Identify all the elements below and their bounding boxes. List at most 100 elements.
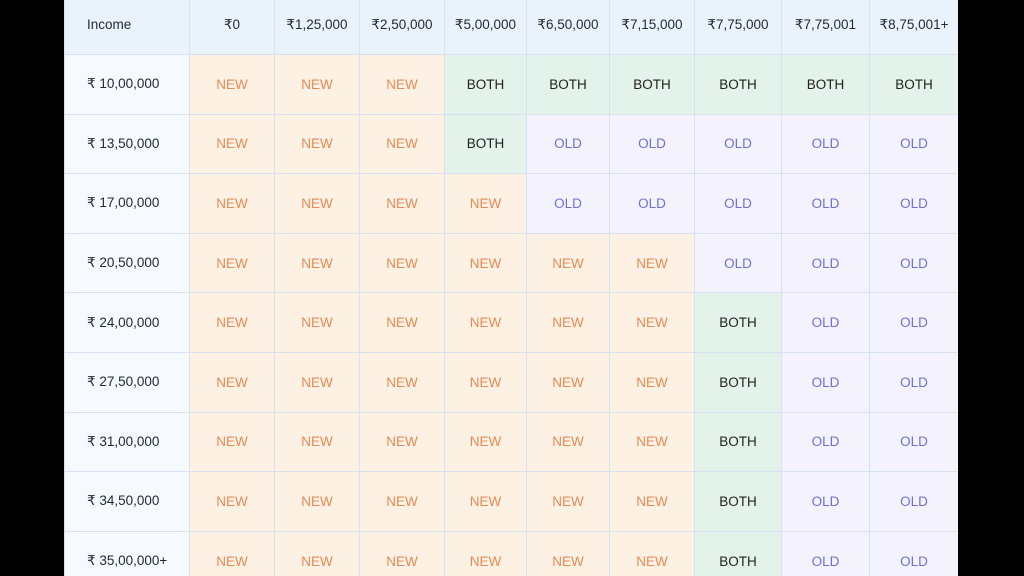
income-label: ₹ 24,00,000 (64, 292, 190, 353)
regime-cell-both: BOTH (694, 351, 782, 413)
regime-cell-new: NEW (274, 351, 360, 413)
regime-cell-new: NEW (526, 530, 610, 576)
table-row: ₹ 35,00,000+ NEW NEW NEW NEW NEW NEW BOTH OLD OLD (64, 530, 958, 576)
regime-cell-new: NEW (359, 173, 445, 234)
regime-cell-both: BOTH (869, 54, 958, 115)
regime-cell-new: NEW (274, 54, 360, 115)
regime-cell-both: BOTH (694, 471, 782, 532)
table-row: ₹ 34,50,000 NEW NEW NEW NEW NEW NEW BOTH OLD OLD (64, 471, 958, 532)
regime-cell-new: NEW (274, 113, 360, 175)
column-header: ₹8,75,001+ (869, 0, 958, 55)
table-row: ₹ 27,50,000 NEW NEW NEW NEW NEW NEW BOTH OLD OLD (64, 351, 958, 413)
regime-cell-old: OLD (526, 173, 610, 234)
regime-cell-old: OLD (781, 113, 870, 175)
regime-cell-new: NEW (526, 471, 610, 532)
regime-cell-new: NEW (609, 232, 695, 294)
regime-cell-old: OLD (694, 173, 782, 234)
regime-cell-old: OLD (869, 530, 958, 576)
table-row: ₹ 10,00,000 NEW NEW NEW BOTH BOTH BOTH BOTH BOTH… (64, 54, 958, 115)
regime-cell-new: NEW (359, 351, 445, 413)
regime-cell-old: OLD (869, 292, 958, 353)
regime-cell-both: BOTH (609, 54, 695, 115)
regime-comparison-panel: Income ₹0 ₹1,25,000 ₹2,50,000 ₹5,00,000 … (64, 0, 958, 576)
regime-cell-new: NEW (526, 351, 610, 413)
regime-cell-new: NEW (444, 173, 527, 234)
table-row: ₹ 31,00,000 NEW NEW NEW NEW NEW NEW BOTH OLD OLD (64, 411, 958, 473)
regime-cell-new: NEW (189, 351, 275, 413)
regime-cell-new: NEW (359, 411, 445, 473)
regime-cell-new: NEW (444, 471, 527, 532)
regime-cell-new: NEW (189, 113, 275, 175)
regime-cell-both: BOTH (694, 292, 782, 353)
regime-cell-new: NEW (609, 292, 695, 353)
regime-cell-new: NEW (444, 232, 527, 294)
header-income: Income (64, 0, 190, 55)
regime-cell-new: NEW (274, 173, 360, 234)
regime-cell-new: NEW (444, 411, 527, 473)
regime-cell-new: NEW (359, 232, 445, 294)
table-row: ₹ 17,00,000 NEW NEW NEW NEW OLD OLD OLD OLD OLD (64, 173, 958, 234)
regime-cell-new: NEW (526, 232, 610, 294)
regime-cell-old: OLD (869, 113, 958, 175)
regime-cell-new: NEW (189, 292, 275, 353)
regime-cell-new: NEW (274, 232, 360, 294)
regime-cell-new: NEW (359, 530, 445, 576)
regime-cell-new: NEW (189, 471, 275, 532)
regime-cell-old: OLD (781, 173, 870, 234)
regime-cell-old: OLD (609, 173, 695, 234)
regime-cell-new: NEW (444, 351, 527, 413)
regime-cell-new: NEW (444, 530, 527, 576)
regime-cell-new: NEW (189, 530, 275, 576)
regime-cell-new: NEW (189, 173, 275, 234)
regime-cell-new: NEW (274, 292, 360, 353)
income-label: ₹ 35,00,000+ (64, 530, 190, 576)
regime-cell-new: NEW (609, 351, 695, 413)
income-label: ₹ 27,50,000 (64, 351, 190, 413)
regime-table: Income ₹0 ₹1,25,000 ₹2,50,000 ₹5,00,000 … (64, 0, 958, 576)
regime-cell-old: OLD (869, 471, 958, 532)
income-label: ₹ 10,00,000 (64, 54, 190, 115)
regime-cell-new: NEW (359, 292, 445, 353)
regime-cell-both: BOTH (694, 530, 782, 576)
regime-cell-both: BOTH (694, 54, 782, 115)
regime-cell-old: OLD (781, 232, 870, 294)
regime-cell-new: NEW (189, 54, 275, 115)
regime-cell-new: NEW (189, 232, 275, 294)
column-header: ₹7,15,000 (609, 0, 695, 55)
regime-cell-new: NEW (609, 411, 695, 473)
table-row: ₹ 13,50,000 NEW NEW NEW BOTH OLD OLD OLD OLD OLD (64, 113, 958, 175)
regime-cell-new: NEW (359, 113, 445, 175)
table-row: ₹ 24,00,000 NEW NEW NEW NEW NEW NEW BOTH OLD OLD (64, 292, 958, 353)
regime-cell-new: NEW (189, 411, 275, 473)
regime-cell-new: NEW (609, 530, 695, 576)
regime-cell-new: NEW (526, 292, 610, 353)
regime-cell-old: OLD (781, 411, 870, 473)
regime-cell-new: NEW (444, 292, 527, 353)
regime-cell-old: OLD (869, 351, 958, 413)
regime-cell-new: NEW (274, 411, 360, 473)
regime-cell-old: OLD (694, 232, 782, 294)
income-label: ₹ 13,50,000 (64, 113, 190, 175)
income-label: ₹ 20,50,000 (64, 232, 190, 294)
regime-cell-old: OLD (781, 292, 870, 353)
column-header: ₹7,75,000 (694, 0, 782, 55)
regime-cell-both: BOTH (694, 411, 782, 473)
column-header: ₹7,75,001 (781, 0, 870, 55)
column-header: ₹5,00,000 (444, 0, 527, 55)
income-label: ₹ 31,00,000 (64, 411, 190, 473)
regime-cell-old: OLD (869, 411, 958, 473)
regime-cell-new: NEW (359, 54, 445, 115)
regime-cell-old: OLD (869, 232, 958, 294)
income-label: ₹ 34,50,000 (64, 471, 190, 532)
regime-cell-old: OLD (694, 113, 782, 175)
table-row: ₹ 20,50,000 NEW NEW NEW NEW NEW NEW OLD OLD OLD (64, 232, 958, 294)
regime-cell-old: OLD (781, 471, 870, 532)
regime-cell-new: NEW (359, 471, 445, 532)
regime-cell-old: OLD (526, 113, 610, 175)
regime-cell-both: BOTH (444, 54, 527, 115)
income-label: ₹ 17,00,000 (64, 173, 190, 234)
regime-cell-new: NEW (609, 471, 695, 532)
regime-cell-old: OLD (869, 173, 958, 234)
regime-cell-new: NEW (526, 411, 610, 473)
regime-cell-both: BOTH (781, 54, 870, 115)
